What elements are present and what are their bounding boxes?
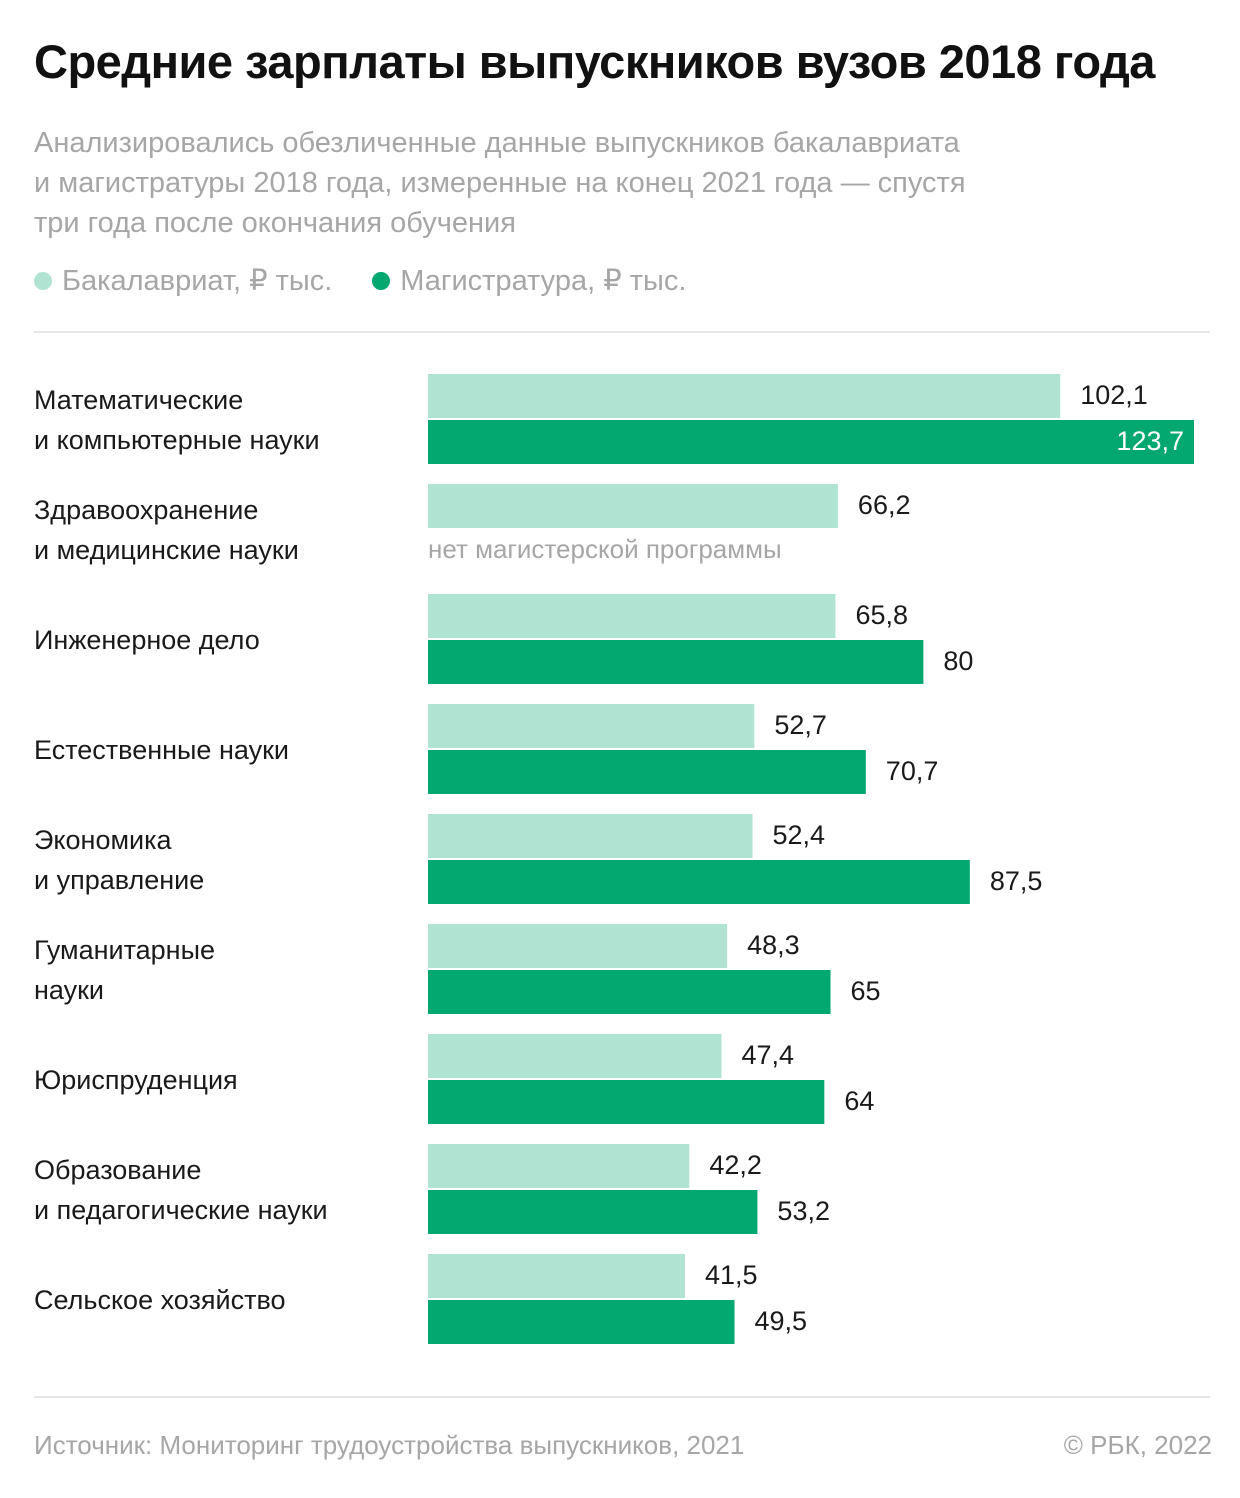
legend-item-master: Магистратура, ₽ тыс.	[372, 263, 686, 298]
bar-bachelor	[428, 814, 753, 858]
bar-master	[428, 1080, 825, 1124]
bottom-divider	[34, 1396, 1210, 1398]
category-label: Юриспруденция	[34, 1065, 238, 1095]
value-label-bachelor: 102,1	[1080, 380, 1148, 410]
category-label: и медицинские науки	[34, 535, 299, 565]
value-label-master: 64	[844, 1086, 874, 1116]
top-divider	[34, 331, 1210, 333]
bar-bachelor	[428, 594, 836, 638]
bar-master	[428, 1300, 735, 1344]
category-label: Математические	[34, 385, 243, 415]
chart-legend: Бакалавриат, ₽ тыс. Магистратура, ₽ тыс.	[34, 263, 726, 298]
chart-subtitle: Анализировались обезличенные данные выпу…	[34, 123, 1134, 243]
bar-bachelor	[428, 1034, 722, 1078]
value-label-master: 49,5	[755, 1306, 808, 1336]
category-label: Инженерное дело	[34, 625, 260, 655]
value-label-master: 65	[851, 976, 881, 1006]
value-label-master: 80	[943, 646, 973, 676]
value-label-master: 123,7	[1116, 426, 1184, 456]
value-label-master: 53,2	[777, 1196, 830, 1226]
copyright: © РБК, 2022	[1063, 1430, 1212, 1460]
value-label-bachelor: 48,3	[747, 930, 800, 960]
category-label: науки	[34, 975, 104, 1005]
legend-item-bachelor: Бакалавриат, ₽ тыс.	[34, 263, 332, 298]
value-label-bachelor: 47,4	[742, 1040, 795, 1070]
bar-bachelor	[428, 924, 728, 968]
subtitle-line: три года после окончания обучения	[34, 207, 516, 239]
bar-master	[428, 860, 970, 904]
value-label-master: 70,7	[886, 756, 939, 786]
legend-label-bachelor: Бакалавриат, ₽ тыс.	[62, 265, 333, 297]
value-label-bachelor: 65,8	[855, 600, 908, 630]
bar-bachelor	[428, 704, 755, 748]
subtitle-line: и магистратуры 2018 года, измеренные на …	[34, 167, 966, 199]
category-label: Гуманитарные	[34, 935, 215, 965]
value-label-bachelor: 52,7	[774, 710, 827, 740]
bar-master	[428, 970, 831, 1014]
bar-bachelor	[428, 374, 1061, 418]
bar-bachelor	[428, 1144, 690, 1188]
legend-label-master: Магистратура, ₽ тыс.	[400, 265, 687, 297]
source-note: Источник: Мониторинг трудоустройства вып…	[34, 1430, 745, 1460]
legend-swatch-master	[372, 271, 391, 290]
bar-bachelor	[428, 1254, 685, 1298]
value-label-bachelor: 66,2	[858, 490, 911, 520]
value-label-master: 87,5	[990, 866, 1043, 896]
category-label: и компьютерные науки	[34, 425, 320, 455]
no-master-note: нет магистерской программы	[428, 534, 782, 564]
category-label: Естественные науки	[34, 735, 289, 765]
category-label: Экономика	[34, 825, 173, 855]
bar-master	[428, 640, 924, 684]
value-label-bachelor: 42,2	[709, 1150, 762, 1180]
legend-swatch-bachelor	[34, 271, 52, 290]
bar-master	[428, 420, 1194, 464]
bar-bachelor	[428, 484, 838, 528]
category-label: и управление	[34, 865, 204, 895]
category-label: Здравоохранение	[34, 495, 258, 525]
subtitle-line: Анализировались обезличенные данные выпу…	[34, 127, 960, 159]
bar-master	[428, 1190, 758, 1234]
value-label-bachelor: 52,4	[772, 820, 825, 850]
value-label-bachelor: 41,5	[705, 1260, 758, 1290]
bar-master	[428, 750, 866, 794]
chart-title: Средние зарплаты выпускников вузов 2018 …	[34, 35, 1155, 88]
category-label: и педагогические науки	[34, 1195, 328, 1225]
category-label: Образование	[34, 1155, 201, 1185]
category-label: Сельское хозяйство	[34, 1285, 286, 1315]
